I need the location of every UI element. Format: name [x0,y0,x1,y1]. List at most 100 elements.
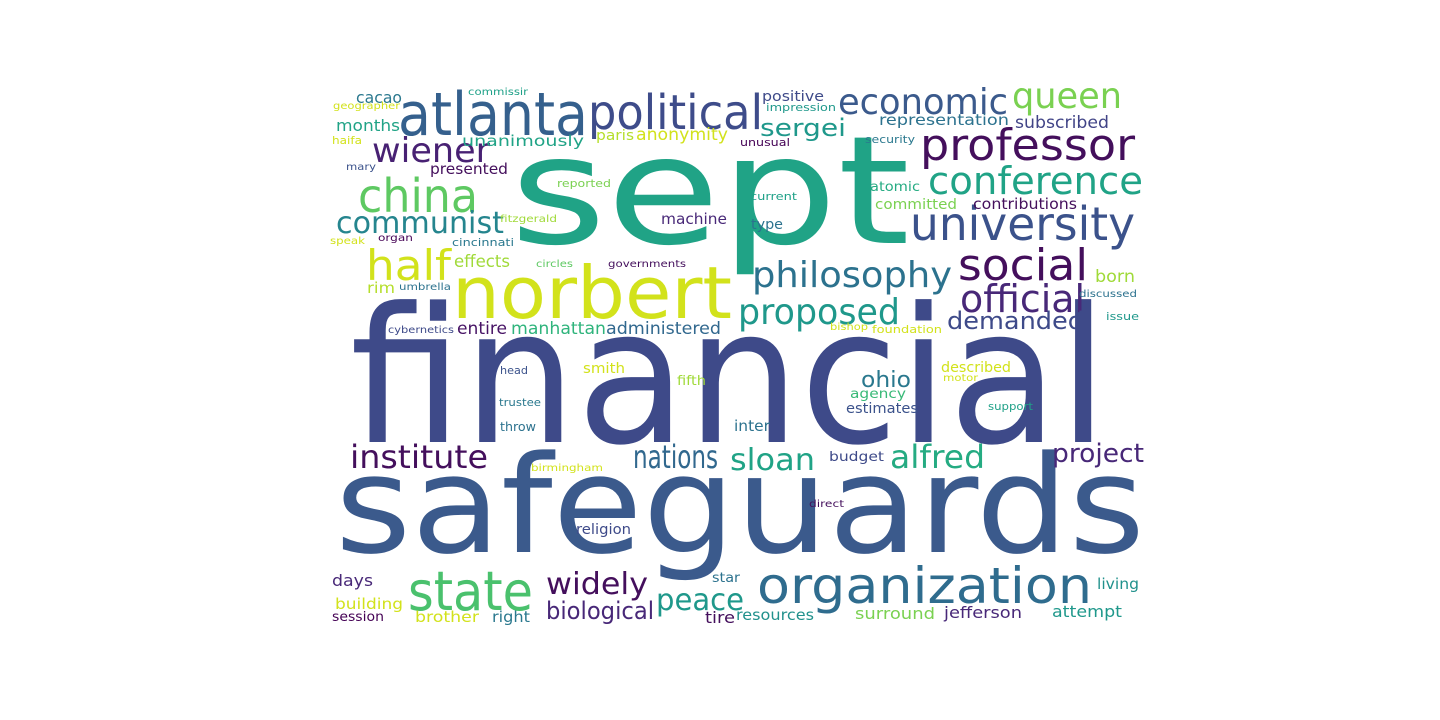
word-mary: mary [346,162,376,173]
word-anonymity: anonymity [636,125,728,145]
word-motor: motor [943,373,979,384]
word-manhattan: manhattan [511,319,606,339]
word-governments: governments [608,259,686,270]
word-committed: committed [875,197,957,213]
word-organ: organ [378,233,413,244]
word-biological: biological [546,597,654,625]
word-current: current [750,190,798,203]
word-star: star [712,571,741,586]
word-university: university [910,197,1135,251]
word-cybernetics: cybernetics [388,325,454,336]
word-positive: positive [762,89,824,105]
word-entire: entire [457,319,507,339]
word-attempt: attempt [1052,602,1122,621]
word-commissir: commissir [468,87,529,98]
word-communist: communist [336,206,504,241]
word-budget: budget [829,450,884,465]
word-born: born [1095,267,1135,287]
word-support: support [988,400,1034,413]
word-queen: queen [1012,76,1122,117]
word-fitzgerald: fitzgerald [500,214,557,225]
word-demanded: demanded [947,307,1084,335]
word-representation: representation [879,111,1009,129]
word-wiener: wiener [372,131,490,171]
word-unusual: unusual [740,136,790,149]
word-bishop: bishop [830,322,868,333]
word-sergei: sergei [760,114,846,142]
word-impression: impression [766,101,836,114]
word-china: china [358,169,478,223]
word-conference: conference [928,159,1143,203]
word-contributions: contributions [973,195,1077,213]
word-building: building [335,595,403,613]
word-estimates: estimates [846,401,918,417]
word-religion: religion [576,522,631,538]
word-smith: smith [583,361,625,377]
word-issue: issue [1106,310,1139,323]
word-living: living [1097,575,1139,593]
word-geographer: geographer [333,101,401,112]
word-umbrella: umbrella [399,282,451,293]
word-fifth: fifth [677,374,706,389]
word-administered: administered [606,319,721,339]
word-nations: nations [633,438,718,476]
word-jefferson: jefferson [943,603,1022,622]
word-unanimously: unanimously [462,132,584,150]
word-agency: agency [850,387,906,402]
word-peace: peace [656,583,744,618]
word-brother: brother [415,608,480,626]
word-sept: sept [510,105,910,279]
word-type: type [751,217,783,233]
word-rim: rim [367,279,395,297]
word-security: security [865,133,916,146]
word-organization: organization [757,557,1092,615]
word-official: official [960,277,1085,321]
word-economic: economic [838,82,1008,123]
word-resources: resources [736,606,814,624]
word-head: head [500,364,528,377]
word-foundation: foundation [872,323,942,336]
word-direct: direct [809,499,844,510]
word-institute: institute [350,438,488,476]
word-philosophy: philosophy [752,255,952,296]
word-effects: effects [454,252,510,272]
word-project: project [1052,439,1144,469]
word-financial: financial [350,268,1108,487]
word-circles: circles [536,259,573,270]
word-reported: reported [557,177,611,190]
word-professor: professor [920,120,1136,171]
word-alfred: alfred [890,438,985,476]
word-months: months [336,116,400,135]
word-social: social [958,240,1088,291]
word-atlanta: atlanta [398,80,588,150]
word-days: days [332,571,373,590]
word-proposed: proposed [738,292,900,333]
word-cincinnati: cincinnati [452,236,514,249]
word-tire: tire [705,608,735,627]
word-sloan: sloan [730,443,815,478]
word-session: session [332,610,384,625]
word-described: described [941,360,1011,376]
word-inter: inter [734,417,771,435]
word-half: half [366,241,452,290]
word-presented: presented [430,160,508,178]
word-discussed: discussed [1079,289,1137,300]
word-throw: throw [500,420,536,434]
word-ohio: ohio [861,368,911,393]
word-surround: surround [855,604,935,623]
word-haifa: haifa [332,134,362,147]
word-trustee: trustee [499,396,541,409]
word-atomic: atomic [870,180,920,195]
word-cacao: cacao [356,88,402,107]
word-right: right [492,608,530,626]
word-political: political [588,85,763,141]
word-birmingham: birmingham [531,463,603,474]
word-safeguards: safeguards [335,427,1145,584]
word-norbert: norbert [452,251,732,335]
word-state: state [408,560,533,623]
word-widely: widely [546,567,648,602]
word-paris: paris [596,128,634,144]
word-machine: machine [661,210,727,228]
word-speak: speak [330,236,365,247]
